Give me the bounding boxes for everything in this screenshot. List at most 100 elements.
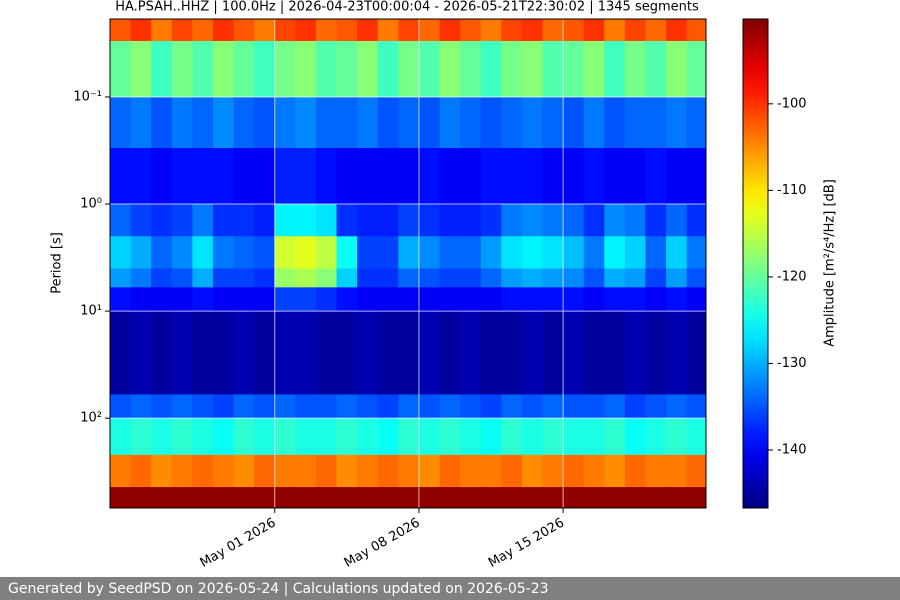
cell (439, 454, 461, 488)
cell (192, 394, 214, 419)
x-tick-label: May 08 2026 (342, 516, 423, 571)
cell (357, 96, 379, 149)
cell (192, 236, 214, 270)
cell (645, 40, 667, 98)
cell (295, 204, 317, 237)
cell (110, 96, 132, 149)
cell (212, 454, 235, 488)
cell (521, 394, 544, 419)
cell (377, 268, 399, 288)
cell (171, 148, 193, 205)
cell (645, 287, 667, 312)
cell (212, 311, 235, 395)
cell (604, 204, 626, 237)
cell (666, 96, 688, 149)
cell (460, 236, 482, 270)
cell (377, 96, 399, 149)
y-tick-label: 10⁻¹ (73, 89, 102, 104)
x-tick-label: May 15 2026 (486, 516, 567, 571)
cell (563, 148, 585, 205)
cell (604, 40, 626, 98)
cell (542, 487, 564, 508)
cell (398, 394, 420, 419)
cell (151, 454, 173, 488)
cell (542, 311, 564, 395)
cell (542, 287, 564, 312)
cell (357, 40, 379, 98)
cell (521, 311, 544, 395)
cell (130, 487, 152, 508)
cell (563, 204, 585, 237)
cell (212, 96, 235, 149)
cell (336, 454, 358, 488)
cell (480, 96, 502, 149)
cell (295, 96, 317, 149)
cell (192, 19, 214, 42)
cell (480, 19, 502, 42)
cell (110, 487, 132, 508)
cell (357, 454, 379, 488)
cell (274, 204, 296, 237)
cell (542, 148, 564, 205)
cell (645, 96, 667, 149)
cell (583, 394, 605, 419)
cell (418, 96, 441, 149)
y-axis-label: Period [s] (50, 232, 65, 294)
cell (192, 454, 214, 488)
cell (130, 418, 152, 456)
cell (624, 311, 646, 395)
cell (439, 204, 461, 237)
colorbar-tick-label: -120 (777, 269, 807, 284)
cell (171, 19, 193, 42)
cell (212, 204, 235, 237)
cell (501, 204, 523, 237)
cell (583, 268, 605, 288)
cell (563, 287, 585, 312)
cell (377, 311, 399, 395)
cell (604, 236, 626, 270)
cell (130, 96, 152, 149)
cell (460, 40, 482, 98)
cell (604, 418, 626, 456)
cell (233, 287, 255, 312)
cell (666, 236, 688, 270)
cell (377, 40, 399, 98)
cell (130, 40, 152, 98)
cell (274, 394, 296, 419)
cell (398, 19, 420, 42)
cell (357, 268, 379, 288)
cell (501, 311, 523, 395)
cell (542, 96, 564, 149)
cell (418, 19, 441, 42)
cell (398, 96, 420, 149)
cell (645, 454, 667, 488)
cell (521, 268, 544, 288)
cell (563, 454, 585, 488)
cell (418, 311, 441, 395)
cell (666, 311, 688, 395)
cell (151, 19, 173, 42)
cell (336, 287, 358, 312)
cell (521, 418, 544, 456)
spectrogram-cells (110, 19, 706, 508)
cell (212, 268, 235, 288)
cell (542, 204, 564, 237)
cell (336, 268, 358, 288)
cell (604, 487, 626, 508)
cell (171, 204, 193, 237)
cell (274, 287, 296, 312)
cell (624, 236, 646, 270)
cell (336, 394, 358, 419)
cell (274, 418, 296, 456)
cell (274, 311, 296, 395)
cell (377, 418, 399, 456)
cell (666, 287, 688, 312)
cell (501, 96, 523, 149)
footer-bar (0, 577, 900, 600)
cell (480, 40, 502, 98)
cell (110, 418, 132, 456)
footer: Generated by SeedPSD on 2026-05-24 | Cal… (0, 577, 900, 600)
cell (233, 454, 255, 488)
cell (151, 487, 173, 508)
cell (480, 487, 502, 508)
